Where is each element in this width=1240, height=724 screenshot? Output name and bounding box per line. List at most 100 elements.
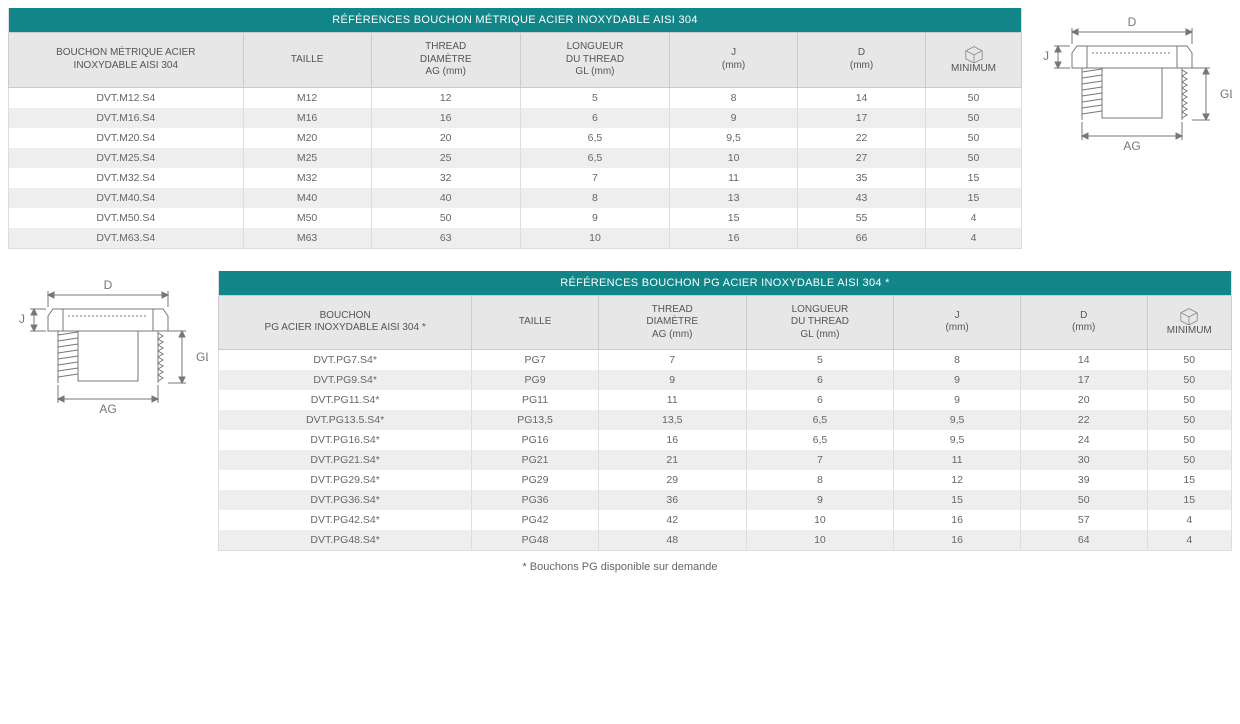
- table-pg-cell: 24: [1020, 430, 1147, 450]
- table-metric-cell: 55: [798, 208, 926, 228]
- table-metric-cell: 4: [926, 208, 1022, 228]
- table-metric-cell: 27: [798, 148, 926, 168]
- table-metric-cell: 50: [926, 148, 1022, 168]
- table-metric-cell: 15: [926, 168, 1022, 188]
- table-metric-cell: 4: [926, 228, 1022, 249]
- svg-text:GL: GL: [1220, 87, 1232, 101]
- table-metric-cell: 15: [670, 208, 798, 228]
- table-metric-cell: 17: [798, 108, 926, 128]
- table-pg-row: DVT.PG29.S4*PG29298123915: [219, 470, 1232, 490]
- table-metric-cell: 11: [670, 168, 798, 188]
- table-metric-cell: 16: [371, 108, 520, 128]
- table-pg-cell: 50: [1147, 430, 1231, 450]
- table-pg-cell: 17: [1020, 370, 1147, 390]
- table-metric-col-5: D(mm): [798, 33, 926, 88]
- table-pg-cell: 8: [746, 470, 894, 490]
- table-metric-row: DVT.M40.S4M40408134315: [9, 188, 1022, 208]
- table-pg-wrap: RÉFÉRENCES BOUCHON PG ACIER INOXYDABLE A…: [218, 271, 1232, 552]
- table-pg-cell: 6: [746, 390, 894, 410]
- table-metric-cell: 40: [371, 188, 520, 208]
- table-metric-cell: 13: [670, 188, 798, 208]
- table-pg-cell: 10: [746, 510, 894, 530]
- table-metric-cell: 7: [520, 168, 669, 188]
- table-metric-cell: 14: [798, 87, 926, 108]
- table-metric-cell: M16: [243, 108, 371, 128]
- table-pg-cell: DVT.PG16.S4*: [219, 430, 472, 450]
- table-metric-cell: 25: [371, 148, 520, 168]
- svg-text:AG: AG: [99, 402, 116, 416]
- table-metric-cell: M20: [243, 128, 371, 148]
- table-pg-cell: PG48: [472, 530, 599, 551]
- table-metric-cell: 43: [798, 188, 926, 208]
- table-metric-cell: DVT.M32.S4: [9, 168, 244, 188]
- table-metric-row: DVT.M20.S4M20206,59,52250: [9, 128, 1022, 148]
- table-metric-cell: 12: [371, 87, 520, 108]
- table-pg-cell: 14: [1020, 350, 1147, 371]
- table-pg-cell: 50: [1020, 490, 1147, 510]
- svg-text:D: D: [1128, 15, 1137, 29]
- table-metric-cell: 50: [926, 128, 1022, 148]
- svg-text:AG: AG: [1123, 139, 1140, 153]
- table-pg-cell: 50: [1147, 350, 1231, 371]
- table-pg-cell: 29: [598, 470, 746, 490]
- table-metric-wrap: RÉFÉRENCES BOUCHON MÉTRIQUE ACIER INOXYD…: [8, 8, 1022, 249]
- table-pg-title: RÉFÉRENCES BOUCHON PG ACIER INOXYDABLE A…: [219, 271, 1232, 296]
- table-pg-row: DVT.PG42.S4*PG42421016574: [219, 510, 1232, 530]
- table-metric-cell: 10: [520, 228, 669, 249]
- table-pg-cell: 20: [1020, 390, 1147, 410]
- table-pg-cell: 4: [1147, 510, 1231, 530]
- table-metric-row: DVT.M32.S4M32327113515: [9, 168, 1022, 188]
- table-pg-cell: 9,5: [894, 430, 1021, 450]
- table-pg-col-1: TAILLE: [472, 295, 599, 350]
- table-pg-cell: 6: [746, 370, 894, 390]
- table-metric-cell: 8: [520, 188, 669, 208]
- table-pg-cell: 4: [1147, 530, 1231, 551]
- table-pg-cell: 36: [598, 490, 746, 510]
- table-metric-cell: DVT.M50.S4: [9, 208, 244, 228]
- table-metric-cell: 6,5: [520, 128, 669, 148]
- table-pg-row: DVT.PG9.S4*PG99691750: [219, 370, 1232, 390]
- table-pg-cell: DVT.PG11.S4*: [219, 390, 472, 410]
- table-pg-cell: 39: [1020, 470, 1147, 490]
- table-pg-row: DVT.PG36.S4*PG36369155015: [219, 490, 1232, 510]
- table-metric-cell: 22: [798, 128, 926, 148]
- table-metric-cell: M32: [243, 168, 371, 188]
- table-metric-cell: 5: [520, 87, 669, 108]
- table-metric-cell: DVT.M20.S4: [9, 128, 244, 148]
- table-pg-cell: 6,5: [746, 430, 894, 450]
- diagram-pg: D J GL AG: [8, 271, 208, 424]
- table-metric-cell: 9,5: [670, 128, 798, 148]
- table-metric-cell: 50: [926, 108, 1022, 128]
- footnote: * Bouchons PG disponible sur demande: [8, 561, 1232, 573]
- table-pg-col-2: THREADDIAMÈTREAG (mm): [598, 295, 746, 350]
- svg-text:J: J: [19, 312, 25, 326]
- table-metric-cell: 35: [798, 168, 926, 188]
- table-pg-cell: 30: [1020, 450, 1147, 470]
- table-pg-col-4: J(mm): [894, 295, 1021, 350]
- table-pg-cell: 15: [894, 490, 1021, 510]
- table-pg-cell: 9: [598, 370, 746, 390]
- table-pg-cell: 9: [746, 490, 894, 510]
- svg-text:D: D: [104, 278, 113, 292]
- table-pg-cell: DVT.PG13.5.S4*: [219, 410, 472, 430]
- table-pg-col-0: BOUCHONPG ACIER INOXYDABLE AISI 304 *: [219, 295, 472, 350]
- table-pg-cell: DVT.PG42.S4*: [219, 510, 472, 530]
- table-metric-cell: DVT.M25.S4: [9, 148, 244, 168]
- table-pg-cell: PG29: [472, 470, 599, 490]
- svg-text:J: J: [1043, 49, 1049, 63]
- table-pg-cell: DVT.PG29.S4*: [219, 470, 472, 490]
- table-pg-row: DVT.PG48.S4*PG48481016644: [219, 530, 1232, 551]
- table-pg-cell: 16: [598, 430, 746, 450]
- table-pg-cell: 16: [894, 530, 1021, 551]
- table-metric-cell: M25: [243, 148, 371, 168]
- table-pg-cell: 57: [1020, 510, 1147, 530]
- table-metric-col-4: J(mm): [670, 33, 798, 88]
- table-pg-col-3: LONGUEURDU THREADGL (mm): [746, 295, 894, 350]
- table-pg-cell: 13,5: [598, 410, 746, 430]
- table-pg-cell: 15: [1147, 470, 1231, 490]
- table-pg-cell: 9,5: [894, 410, 1021, 430]
- table-metric-cell: DVT.M16.S4: [9, 108, 244, 128]
- table-pg-cell: 42: [598, 510, 746, 530]
- table-pg-row: DVT.PG11.S4*PG1111692050: [219, 390, 1232, 410]
- table-metric-cell: M12: [243, 87, 371, 108]
